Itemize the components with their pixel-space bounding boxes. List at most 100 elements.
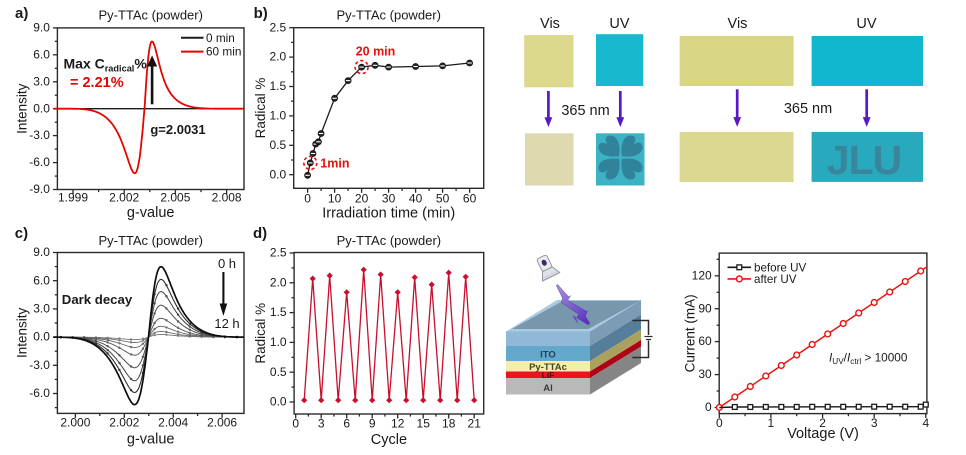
svg-text:60: 60	[698, 334, 712, 348]
svg-text:10: 10	[328, 191, 342, 205]
svg-text:60 min: 60 min	[206, 45, 241, 59]
svg-text:IUV/Ictrl > 10000: IUV/Ictrl > 10000	[829, 351, 908, 366]
svg-text:Voltage (V): Voltage (V)	[787, 426, 859, 442]
svg-text:2.004: 2.004	[158, 416, 188, 430]
svg-text:Irradiation time (min): Irradiation time (min)	[322, 205, 455, 221]
svg-text:40: 40	[409, 191, 423, 205]
svg-text:2.002: 2.002	[109, 191, 139, 205]
svg-text:2.000: 2.000	[60, 416, 90, 430]
svg-text:UV: UV	[609, 16, 629, 32]
svg-text:2.5: 2.5	[270, 246, 287, 260]
svg-text:9: 9	[369, 417, 376, 431]
svg-text:6.0: 6.0	[33, 273, 50, 287]
svg-text:= 2.21%: = 2.21%	[70, 75, 124, 91]
svg-text:30: 30	[698, 367, 712, 381]
svg-text:1.5: 1.5	[270, 79, 287, 93]
svg-text:365 nm: 365 nm	[561, 103, 609, 119]
svg-text:Py-TTAc (powder): Py-TTAc (powder)	[337, 233, 442, 248]
svg-text:2.005: 2.005	[160, 191, 190, 205]
svg-text:0.0: 0.0	[270, 167, 287, 181]
svg-text:365 nm: 365 nm	[784, 101, 832, 117]
svg-text:-9.0: -9.0	[29, 182, 50, 196]
svg-text:0.0: 0.0	[33, 330, 50, 344]
svg-text:0: 0	[292, 417, 299, 431]
svg-text:1min: 1min	[320, 156, 349, 170]
svg-text:2.008: 2.008	[212, 191, 242, 205]
svg-text:1.0: 1.0	[270, 335, 287, 349]
svg-text:21: 21	[468, 417, 482, 431]
svg-text:0: 0	[304, 191, 311, 205]
svg-text:0 min: 0 min	[206, 31, 235, 45]
svg-text:Vis: Vis	[540, 16, 560, 32]
svg-text:12 h: 12 h	[214, 316, 239, 331]
svg-text:2.002: 2.002	[109, 416, 139, 430]
svg-text:1.999: 1.999	[58, 191, 88, 205]
svg-text:120: 120	[692, 268, 712, 282]
svg-text:6.0: 6.0	[33, 47, 50, 61]
svg-text:15: 15	[417, 417, 431, 431]
svg-text:Cycle: Cycle	[371, 432, 407, 448]
svg-text:3.0: 3.0	[33, 74, 50, 88]
svg-text:1.0: 1.0	[270, 109, 287, 123]
svg-text:Radical %: Radical %	[253, 78, 268, 139]
svg-text:after UV: after UV	[754, 273, 797, 286]
svg-text:Py-TTAc (powder): Py-TTAc (powder)	[98, 233, 203, 248]
svg-text:20: 20	[355, 191, 369, 205]
svg-text:g=2.0031: g=2.0031	[150, 122, 205, 137]
svg-text:d): d)	[253, 225, 267, 242]
svg-text:2: 2	[819, 416, 826, 430]
svg-text:Py-TTAc (powder): Py-TTAc (powder)	[336, 8, 441, 23]
svg-text:LiF: LiF	[542, 370, 555, 380]
svg-text:50: 50	[436, 191, 450, 205]
svg-text:0.0: 0.0	[33, 101, 50, 115]
svg-text:c): c)	[15, 225, 28, 242]
svg-text:2.006: 2.006	[207, 416, 237, 430]
svg-text:0.5: 0.5	[270, 138, 287, 152]
svg-text:-3.0: -3.0	[29, 358, 50, 372]
svg-text:Vis: Vis	[728, 16, 748, 32]
svg-text:9.0: 9.0	[33, 245, 50, 259]
svg-text:Dark decay: Dark decay	[62, 292, 133, 307]
svg-text:2.0: 2.0	[270, 50, 287, 64]
svg-text:20 min: 20 min	[356, 44, 396, 58]
svg-text:1: 1	[768, 416, 775, 430]
svg-text:g-value: g-value	[127, 205, 175, 221]
svg-text:60: 60	[463, 191, 477, 205]
svg-text:Current (mA): Current (mA)	[683, 294, 698, 372]
svg-text:ITO: ITO	[540, 350, 556, 361]
svg-text:12: 12	[391, 417, 405, 431]
svg-text:2.5: 2.5	[270, 20, 287, 34]
svg-text:18: 18	[442, 417, 456, 431]
svg-text:-6.0: -6.0	[29, 155, 50, 169]
svg-text:1.5: 1.5	[270, 305, 287, 319]
svg-text:90: 90	[698, 301, 712, 315]
svg-text:a): a)	[15, 5, 28, 22]
svg-text:g-value: g-value	[127, 432, 175, 448]
svg-text:JLU: JLU	[827, 137, 901, 183]
svg-text:Py-TTAc: Py-TTAc	[529, 362, 567, 373]
svg-text:3.0: 3.0	[33, 302, 50, 316]
svg-text:-6.0: -6.0	[29, 386, 50, 400]
svg-text:before UV: before UV	[754, 261, 806, 274]
svg-text:0: 0	[705, 400, 712, 414]
svg-text:3: 3	[318, 417, 325, 431]
svg-text:30: 30	[382, 191, 396, 205]
svg-text:0: 0	[716, 416, 723, 430]
svg-text:Max Cradical%: Max Cradical%	[64, 56, 148, 74]
svg-text:0.0: 0.0	[270, 395, 287, 409]
svg-text:4: 4	[922, 416, 929, 430]
svg-text:UV: UV	[856, 16, 876, 32]
svg-text:Radical %: Radical %	[253, 303, 268, 364]
svg-text:0 h: 0 h	[218, 256, 236, 271]
svg-text:Intensity: Intensity	[15, 308, 30, 359]
svg-text:Py-TTAc (powder): Py-TTAc (powder)	[98, 8, 203, 23]
svg-text:-3.0: -3.0	[29, 128, 50, 142]
svg-text:Intensity: Intensity	[15, 83, 30, 134]
svg-text:6: 6	[343, 417, 350, 431]
svg-text:9.0: 9.0	[33, 21, 50, 35]
svg-text:b): b)	[254, 5, 268, 22]
svg-text:Al: Al	[543, 383, 553, 394]
svg-text:0.5: 0.5	[270, 365, 287, 379]
svg-text:3: 3	[871, 416, 878, 430]
svg-text:2.0: 2.0	[270, 275, 287, 289]
